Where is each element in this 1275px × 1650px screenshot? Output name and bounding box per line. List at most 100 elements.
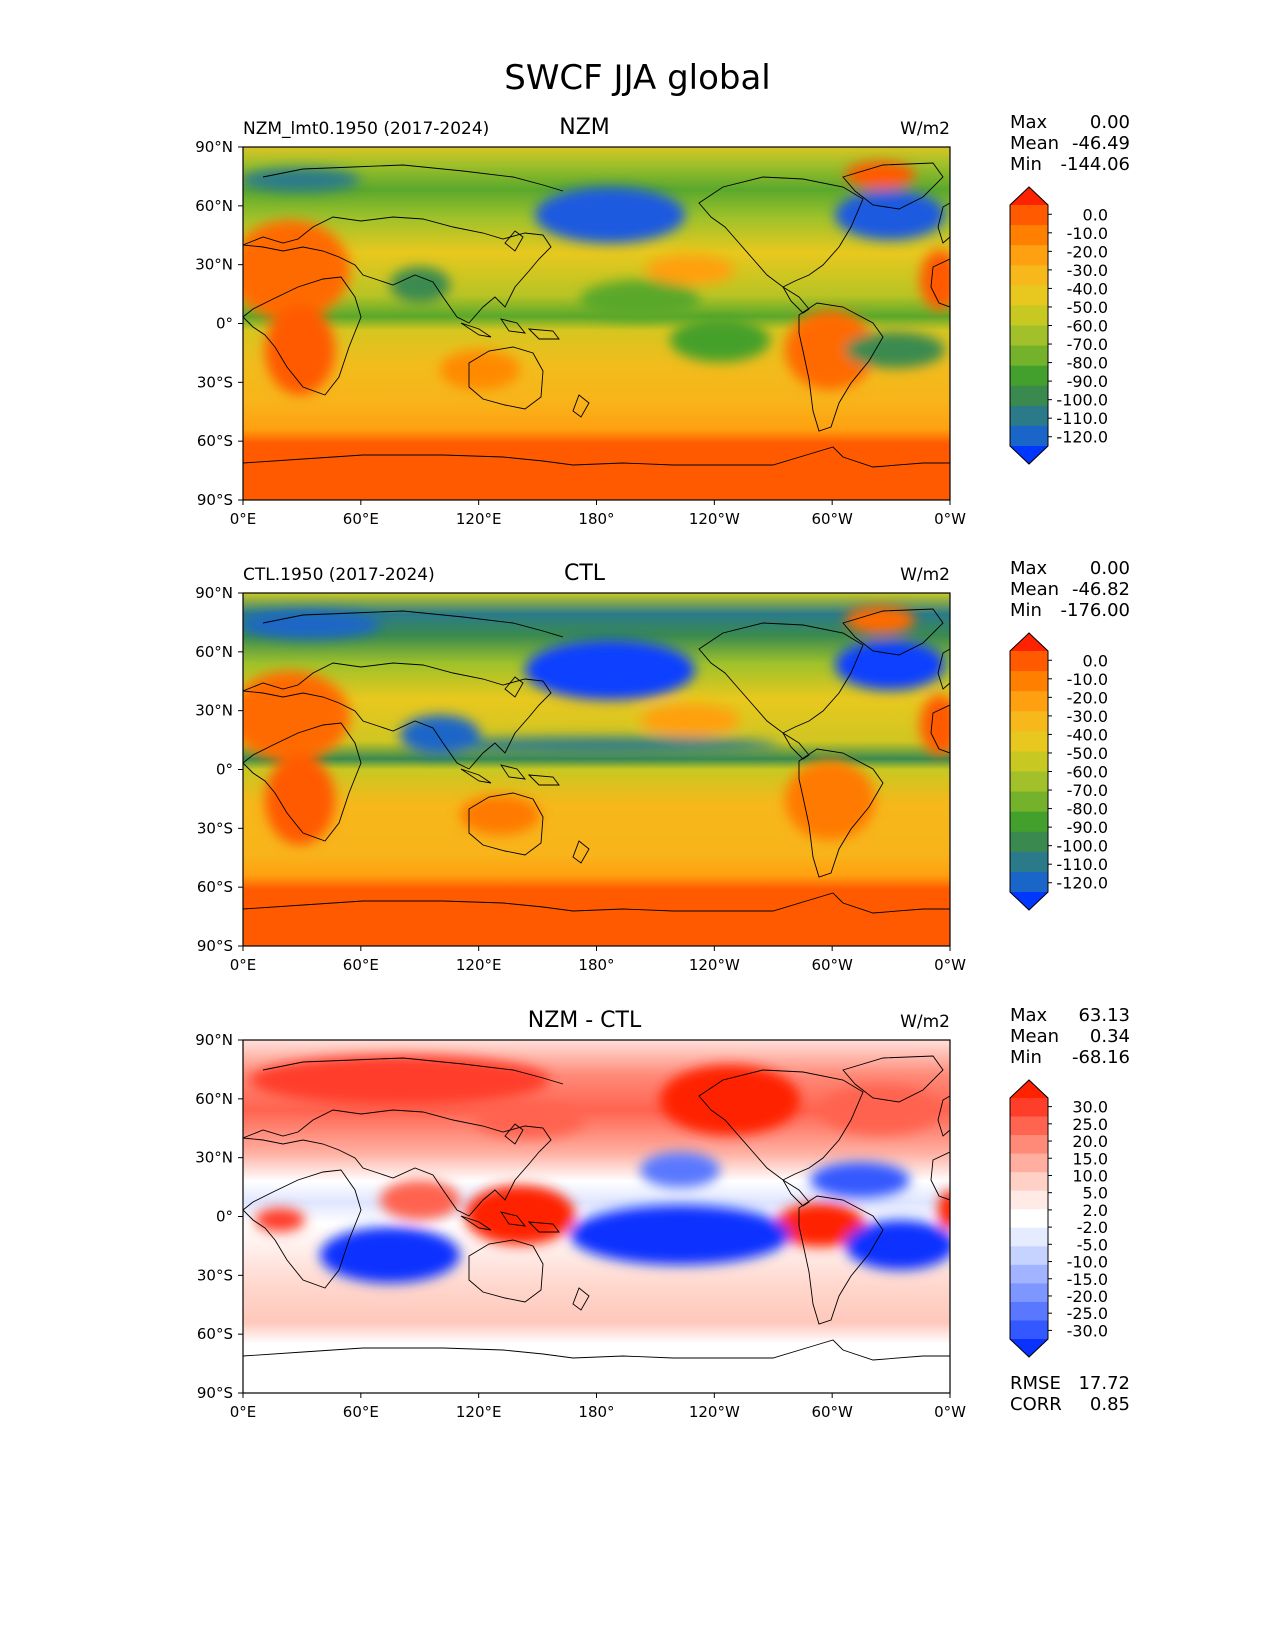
nzm-colorbar-label: -60.0 [1067,317,1108,336]
ctl-colorbar-label: -80.0 [1067,800,1108,819]
diff-colorbar-outline [1009,1079,1049,1358]
ctl-stat-min-label: Min [1010,600,1042,621]
ctl-colorbar-label: -30.0 [1067,707,1108,726]
nzm-xtick-label: 0°W [934,510,966,528]
diff-corr-label: CORR [1010,1394,1062,1415]
ctl-colorbar-segment [1010,671,1048,692]
nzm-colorbar-extend-top [1010,187,1048,205]
ctl-colorbar-label: -20.0 [1067,688,1108,707]
ctl-colorbar-label: -70.0 [1067,781,1108,800]
diff-ytick-label: 90°N [195,1031,233,1049]
nzm-colorbar-segment [1010,225,1048,246]
nzm-colorbar-label: -20.0 [1067,242,1108,261]
diff-xtick-label: 180° [578,1403,614,1421]
ctl-colorbar-segment [1010,751,1048,772]
nzm-ytick-label: 60°N [195,197,233,215]
nzm-colorbar-label: -30.0 [1067,261,1108,280]
diff-colorbar-segment [1010,1135,1048,1155]
diff-corr-value: 0.85 [1090,1394,1130,1415]
ctl-colorbar-label: -90.0 [1067,818,1108,837]
nzm-left-title: NZM_lmt0.1950 (2017-2024) [243,119,489,139]
nzm-colorbar-segment [1010,345,1048,367]
nzm-ytick-label: 30°S [197,373,233,391]
diff-colorbar-extend-top [1010,1080,1048,1098]
nzm-xtick-label: 120°E [456,510,502,528]
nzm-colorbar-segment [1010,425,1048,447]
ctl-xtick-label: 180° [578,956,614,974]
ctl-colorbar-segment [1010,731,1048,752]
panel-nzm [242,146,951,501]
nzm-colorbar-label: -120.0 [1056,428,1108,447]
ctl-xtick-label: 60°E [343,956,379,974]
nzm-colorbar-segment [1010,325,1048,347]
ctl-colorbar-outline [1009,632,1049,911]
nzm-stat-max-value: 0.00 [1090,112,1130,133]
diff-colorbar-segment [1010,1209,1048,1229]
ctl-colorbar-segment [1010,711,1048,732]
diff-title: NZM - CTL [528,1008,642,1033]
ctl-map-field [243,593,950,946]
diff-colorbar-segment [1010,1172,1048,1192]
diff-colorbar-label: 5.0 [1083,1184,1108,1203]
diff-colorbar-label: -5.0 [1077,1235,1108,1254]
nzm-colorbar-extend-bottom [1010,446,1048,464]
diff-colorbar-label: -10.0 [1067,1253,1108,1272]
ctl-stat-max-label: Max [1010,558,1048,579]
ctl-stat-mean-value: -46.82 [1072,579,1130,600]
diff-stat-max-value: 63.13 [1078,1005,1130,1026]
ctl-colorbar-segment [1010,871,1048,893]
ctl-ytick-label: 30°N [195,702,233,720]
diff-colorbar-extend-bottom [1010,1339,1048,1357]
diff-colorbar-segment [1010,1246,1048,1266]
nzm-colorbar-label: -100.0 [1056,391,1108,410]
ctl-colorbar-segment [1010,651,1048,672]
diff-ytick-label: 60°S [197,1325,233,1343]
diff-colorbar-segment [1010,1098,1048,1118]
diff-xtick-label: 60°E [343,1403,379,1421]
diff-colorbar-segment [1010,1264,1048,1284]
nzm-colorbar-label: -80.0 [1067,354,1108,373]
nzm-colorbar-segment [1010,305,1048,326]
nzm-colorbar-segment [1010,245,1048,266]
ctl-ytick-label: 90°S [197,937,233,955]
ctl-title: CTL [564,561,606,586]
diff-xtick-label: 120°W [689,1403,740,1421]
nzm-stat-mean-label: Mean [1010,133,1059,154]
nzm-ytick-label: 60°S [197,432,233,450]
diff-colorbar-label: -2.0 [1077,1218,1108,1237]
nzm-colorbar-label: -40.0 [1067,279,1108,298]
ctl-stat-max-value: 0.00 [1090,558,1130,579]
diff-units: W/m2 [900,1012,950,1032]
ctl-colorbar-extend-bottom [1010,892,1048,910]
nzm-colorbar-label: -70.0 [1067,335,1108,354]
diff-rmse-value: 17.72 [1078,1373,1130,1394]
ctl-stat-mean-label: Mean [1010,579,1059,600]
ctl-ytick-label: 30°S [197,819,233,837]
ctl-units: W/m2 [900,565,950,585]
nzm-ytick-label: 90°S [197,491,233,509]
diff-colorbar-segment [1010,1116,1048,1136]
nzm-xtick-label: 120°W [689,510,740,528]
ctl-xtick-label: 120°E [456,956,502,974]
ctl-colorbar-segment [1010,811,1048,833]
ctl-colorbar-segment [1010,831,1048,853]
diff-colorbar-label: -25.0 [1067,1304,1108,1323]
ctl-colorbar-label: -110.0 [1056,855,1108,874]
ctl-colorbar-label: 0.0 [1083,651,1108,670]
ctl-colorbar-label: -40.0 [1067,725,1108,744]
nzm-stat-min-label: Min [1010,154,1042,175]
ctl-ytick-label: 0° [216,761,233,779]
diff-ytick-label: 30°S [197,1266,233,1284]
ctl-colorbar-label: -60.0 [1067,763,1108,782]
nzm-ytick-label: 90°N [195,138,233,156]
nzm-colorbar-segment [1010,365,1048,387]
ctl-stat-min-value: -176.00 [1061,600,1130,621]
nzm-colorbar-label: -50.0 [1067,298,1108,317]
ctl-colorbar-segment [1010,691,1048,712]
nzm-title: NZM [559,115,610,140]
diff-colorbar-label: 2.0 [1083,1201,1108,1220]
ctl-xtick-label: 120°W [689,956,740,974]
diff-colorbar-label: -30.0 [1067,1321,1108,1340]
diff-stat-min-value: -68.16 [1072,1047,1130,1068]
diff-xtick-label: 60°W [811,1403,853,1421]
